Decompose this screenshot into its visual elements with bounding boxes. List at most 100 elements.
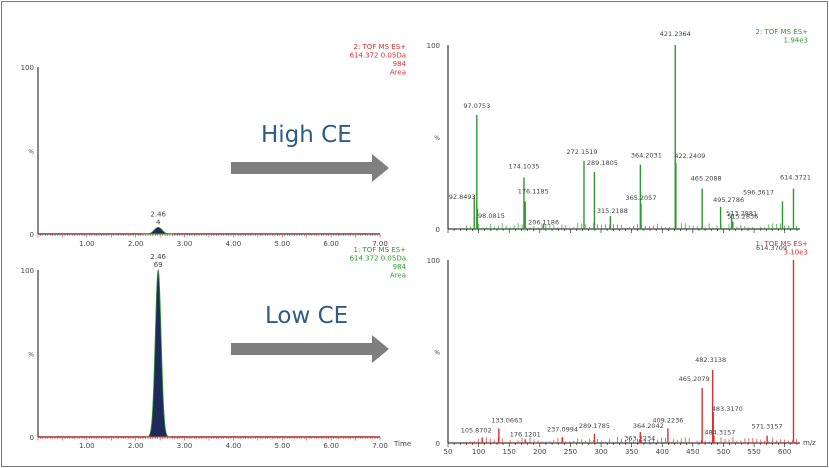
x-tick-label: 400 — [656, 448, 669, 456]
x-tick-label: 6.00 — [323, 240, 339, 248]
peak-mz-label: 421.2364 — [660, 30, 691, 38]
peak-mz-label: 422.2409 — [674, 152, 705, 160]
x-tick-label: 550 — [747, 448, 760, 456]
peak-area-label: 4 — [156, 218, 161, 226]
x-tick-label: 100 — [472, 448, 485, 456]
x-tick-label: 5.00 — [274, 240, 290, 248]
y-unit-label: % — [28, 352, 34, 359]
chromatogram-peak — [142, 226, 174, 235]
peak-mz-label: 465.2079 — [679, 375, 710, 383]
peak-mz-label: 596.3617 — [743, 188, 774, 196]
panel-header-line: 1: TOF MS ES+ — [755, 240, 808, 248]
y-tick-label: 100 — [21, 267, 34, 275]
x-axis-label: m/z — [803, 439, 816, 447]
x-tick-label: 6.00 — [323, 442, 339, 450]
peak-mz-label: 483.3170 — [712, 405, 743, 413]
x-tick-label: 1.00 — [79, 240, 95, 248]
high-ce-label: High CE — [261, 122, 352, 148]
x-tick-label: 1.00 — [79, 442, 95, 450]
y-tick-label: 0 — [436, 440, 440, 448]
panel-header-line: Area — [390, 272, 406, 280]
peak-mz-label: 465.2088 — [691, 175, 722, 183]
peak-rt-label: 2.46 — [150, 210, 166, 218]
x-tick-label: 450 — [686, 448, 699, 456]
panel-header-line: 2: TOF MS ES+ — [353, 43, 406, 51]
x-tick-label: 50 — [444, 448, 453, 456]
y-unit-label: % — [434, 350, 440, 357]
peak-mz-label: 289.1785 — [579, 422, 610, 430]
x-tick-label: 500 — [717, 448, 730, 456]
panel-header-line: 614.372 0.05Da — [350, 255, 406, 263]
peak-rt-label: 2.46 — [150, 253, 166, 261]
low-ce-arrow-icon — [231, 335, 389, 363]
peak-mz-label: 176.1201 — [510, 430, 541, 438]
x-tick-label: 3.00 — [177, 240, 193, 248]
high-ce-arrow-icon — [231, 154, 389, 182]
peak-mz-label: 237.0994 — [547, 426, 578, 434]
y-unit-label: % — [28, 149, 34, 156]
peak-mz-label: 364.2031 — [631, 152, 662, 160]
panel-header-line: 1.94e3 — [784, 37, 808, 45]
x-tick-label: 600 — [778, 448, 791, 456]
y-tick-label: 0 — [436, 226, 440, 234]
peak-mz-label: 174.1035 — [508, 162, 539, 170]
x-tick-label: 200 — [533, 448, 546, 456]
peak-mz-label: 98.0815 — [478, 212, 505, 220]
peak-mz-label: 513.2881 — [726, 209, 757, 217]
peak-mz-label: 92.8493 — [449, 193, 476, 201]
peak-mz-label: 133.0663 — [491, 416, 522, 424]
panel-header-line: 984 — [393, 263, 407, 271]
high-ce-callout: High CE — [231, 122, 389, 182]
peak-mz-label: 614.3721 — [780, 174, 811, 182]
x-tick-label: 350 — [625, 448, 638, 456]
peak-mz-label: 409.2236 — [652, 416, 683, 424]
peak-area-label: 69 — [154, 261, 163, 269]
y-tick-label: 0 — [30, 434, 34, 442]
peak-mz-label: 614.3709 — [756, 244, 787, 252]
x-tick-label: 150 — [503, 448, 516, 456]
panel-header-line: Area — [390, 69, 406, 77]
peak-mz-label: 315.2188 — [597, 207, 628, 215]
peak-mz-label: 571.3157 — [752, 423, 783, 431]
low-ce-callout: Low CE — [231, 303, 389, 363]
peak-mz-label: 105.8702 — [461, 427, 492, 435]
y-tick-label: 0 — [30, 231, 34, 239]
peak-mz-label: 289.1805 — [587, 159, 618, 167]
x-tick-label: 7.00 — [372, 240, 388, 248]
x-tick-label: 250 — [564, 448, 577, 456]
panel-header-line: 984 — [393, 60, 407, 68]
peak-mz-label: 495.2786 — [713, 196, 744, 204]
x-tick-label: 5.00 — [274, 442, 290, 450]
x-tick-label: 300 — [594, 448, 607, 456]
x-axis-label: Time — [393, 440, 411, 448]
x-tick-label: 4.00 — [226, 240, 242, 248]
peak-mz-label: 484.3157 — [704, 429, 735, 437]
y-tick-label: 100 — [427, 42, 440, 50]
low-ce-label: Low CE — [265, 303, 348, 329]
peak-mz-label: 515.2836 — [727, 213, 758, 221]
x-tick-label: 3.00 — [177, 442, 193, 450]
y-unit-label: % — [434, 135, 440, 142]
x-tick-label: 7.00 — [372, 442, 388, 450]
x-tick-label: 2.00 — [128, 240, 144, 248]
peak-mz-label: 97.0753 — [463, 102, 490, 110]
peak-mz-label: 176.1185 — [518, 187, 549, 195]
chromatogram-peak — [146, 268, 171, 438]
panel-header-line: 2: TOF MS ES+ — [755, 28, 808, 36]
peak-mz-label: 364.2042 — [633, 422, 664, 430]
y-tick-label: 100 — [427, 257, 440, 265]
panel-header-line: 614.372 0.05Da — [350, 52, 406, 60]
x-tick-label: 4.00 — [226, 442, 242, 450]
panel-header-line: 1: TOF MS ES+ — [353, 246, 406, 254]
panel-header-line: 3.10e3 — [784, 249, 808, 257]
spectrum-high-ce: 2: TOF MS ES+1.94e3 100% 0 92.8493 98.0815 97… — [427, 28, 811, 234]
peak-mz-label: 206.1186 — [528, 218, 559, 226]
peak-mz-label: 482.3138 — [695, 356, 726, 364]
peak-mz-label: 365.2057 — [625, 194, 656, 202]
x-tick-label: 2.00 — [128, 442, 144, 450]
